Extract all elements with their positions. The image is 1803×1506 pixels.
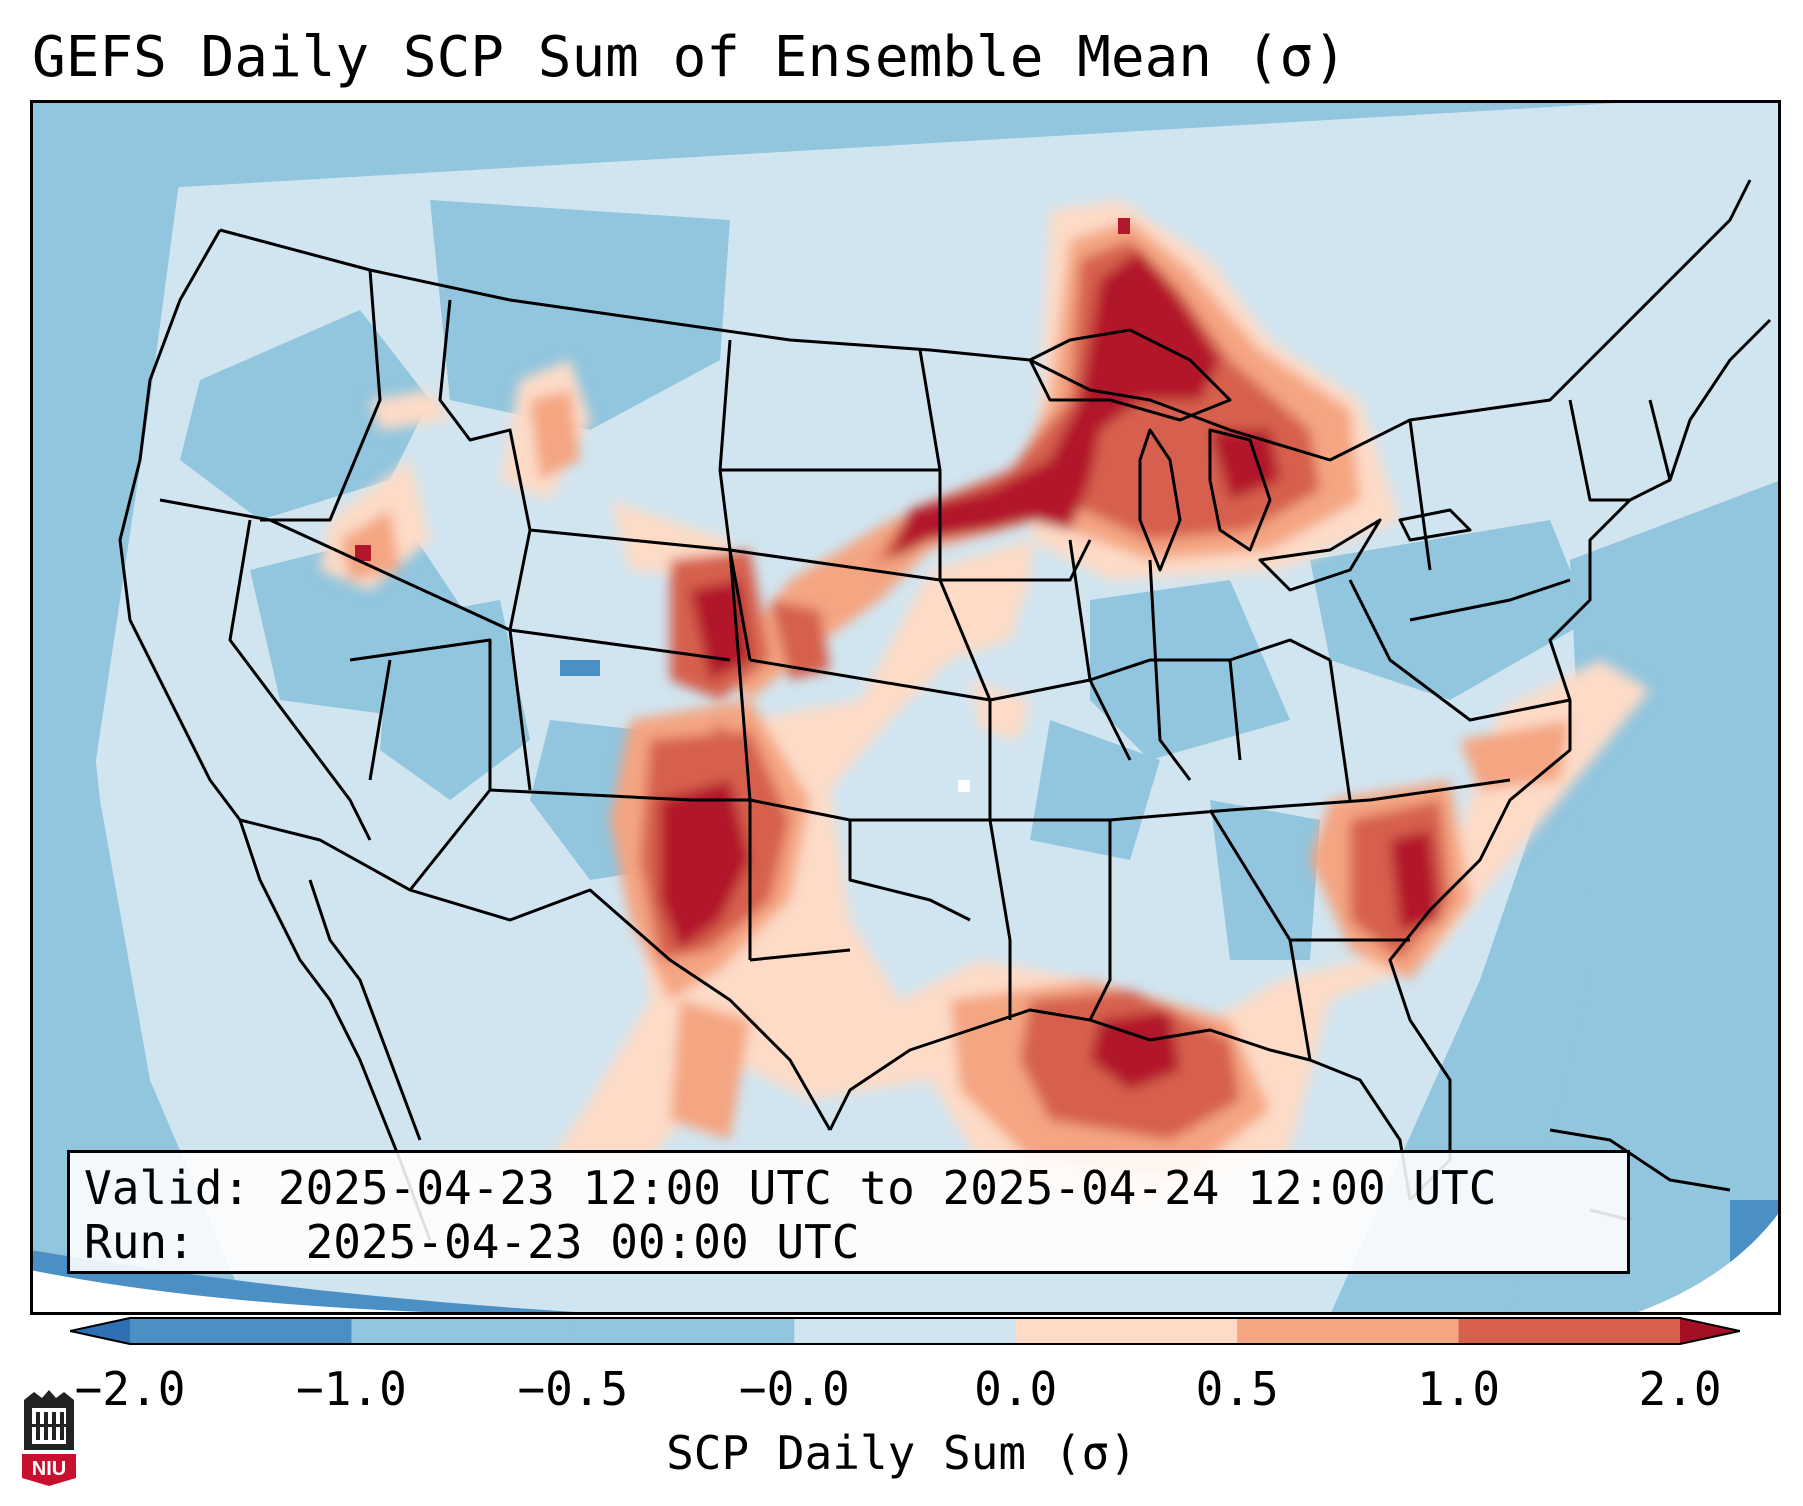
run-label: Run: — [84, 1215, 195, 1269]
colorbar-tick-label: −0.5 — [517, 1362, 629, 1416]
valid-time-value: 2025-04-23 12:00 UTC to 2025-04-24 12:00… — [277, 1161, 1497, 1215]
map-border — [30, 100, 1781, 1315]
validity-info-box: Valid: 2025-04-23 12:00 UTC to 2025-04-2… — [67, 1150, 1630, 1274]
colorbar-tick-label: −1.0 — [296, 1362, 407, 1416]
valid-label: Valid: — [84, 1161, 251, 1215]
colorbar-tick-label: 1.0 — [1417, 1362, 1501, 1416]
colorbar-segment — [794, 1318, 1017, 1344]
colorbar — [69, 1317, 1741, 1345]
colorbar-tick-label: −0.0 — [738, 1362, 850, 1416]
map-canvas — [30, 100, 1781, 1315]
colorbar-tick-label: 0.0 — [974, 1362, 1058, 1416]
colorbar-tick-label: 2.0 — [1638, 1362, 1722, 1416]
boundary-lines — [118, 179, 1772, 1241]
run-time-value: 2025-04-23 00:00 UTC — [305, 1215, 860, 1269]
colorbar-segment — [130, 1318, 352, 1344]
colorbar-tick-label: −2.0 — [74, 1362, 186, 1416]
niu-logo: NIU — [20, 1390, 78, 1486]
colorbar-segment — [1237, 1318, 1460, 1344]
niu-logo-icon: NIU — [22, 1390, 76, 1486]
colorbar-segment — [572, 1318, 795, 1344]
map-title: GEFS Daily SCP Sum of Ensemble Mean (σ) — [32, 25, 1347, 90]
map-panel — [30, 100, 1781, 1315]
colorbar-svg — [69, 1317, 1741, 1345]
colorbar-under-extension — [70, 1318, 130, 1344]
positive-anomaly-regions — [320, 200, 1650, 1210]
colorbar-label: SCP Daily Sum (σ) — [666, 1426, 1137, 1480]
colorbar-segment — [1015, 1318, 1238, 1344]
colorbar-over-extension — [1680, 1318, 1740, 1344]
colorbar-tick-label: 0.5 — [1195, 1362, 1279, 1416]
colorbar-segment — [1458, 1318, 1681, 1344]
colorbar-segment — [351, 1318, 574, 1344]
niu-logo-text: NIU — [32, 1458, 66, 1480]
